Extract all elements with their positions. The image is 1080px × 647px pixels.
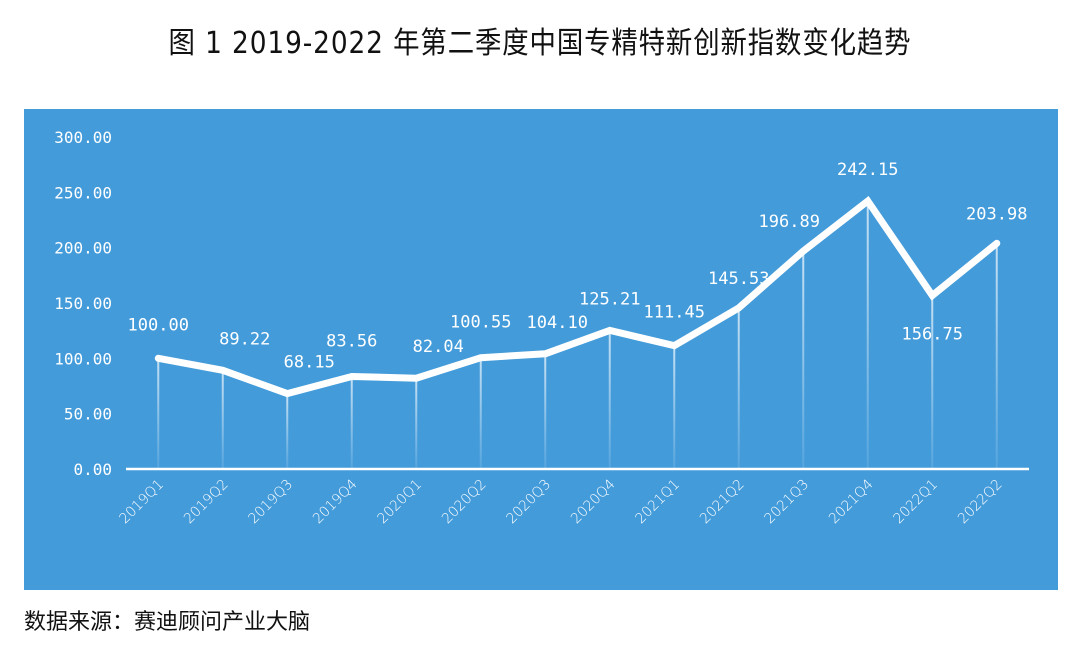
data-label: 196.89 bbox=[759, 212, 820, 232]
y-tick-label: 250.00 bbox=[54, 183, 112, 202]
x-tick-label: 2021Q4 bbox=[826, 477, 877, 528]
x-tick-label: 2019Q3 bbox=[245, 477, 296, 528]
drop-line bbox=[608, 330, 611, 469]
data-label: 242.15 bbox=[837, 160, 898, 180]
x-tick-label: 2021Q3 bbox=[761, 477, 812, 528]
x-tick-label: 2020Q1 bbox=[374, 477, 425, 528]
data-label: 145.53 bbox=[708, 269, 769, 289]
drop-line bbox=[157, 358, 160, 469]
line-chart: 0.0050.00100.00150.00200.00250.00300.00 … bbox=[54, 128, 1029, 528]
drop-line bbox=[544, 353, 547, 469]
drop-line bbox=[221, 370, 224, 469]
data-source-note: 数据来源：赛迪顾问产业大脑 bbox=[24, 610, 311, 635]
data-label: 156.75 bbox=[902, 325, 963, 345]
y-tick-label: 300.00 bbox=[54, 128, 112, 147]
y-tick-label: 0.00 bbox=[73, 460, 112, 479]
drop-line bbox=[866, 201, 869, 469]
drop-lines bbox=[157, 201, 998, 469]
drop-line bbox=[415, 378, 418, 469]
y-tick-label: 50.00 bbox=[64, 405, 112, 424]
drop-line bbox=[737, 307, 740, 469]
x-tick-label: 2019Q2 bbox=[181, 477, 232, 528]
data-label: 111.45 bbox=[644, 303, 705, 323]
x-tick-label: 2022Q1 bbox=[890, 477, 941, 528]
x-tick-label: 2020Q4 bbox=[568, 477, 619, 528]
x-axis: 2019Q1 2019Q2 2019Q3 2019Q4 2020Q1 2020Q2 2020… bbox=[116, 477, 1005, 528]
x-tick-label: 2021Q1 bbox=[632, 477, 683, 528]
chart-panel: 0.00 50.00 100.00 150.00 200.00 250.00 300.00 … bbox=[24, 109, 1058, 590]
drop-line bbox=[350, 376, 353, 469]
x-tick-label: 2019Q1 bbox=[116, 477, 167, 528]
x-tick-label: 2022Q2 bbox=[955, 477, 1006, 528]
data-label: 68.15 bbox=[284, 353, 335, 373]
drop-line bbox=[286, 393, 289, 469]
data-label: 89.22 bbox=[219, 329, 270, 349]
drop-line bbox=[673, 345, 676, 469]
data-label: 83.56 bbox=[326, 332, 377, 352]
drop-line bbox=[995, 243, 998, 469]
data-label: 100.55 bbox=[450, 313, 511, 333]
x-tick-label: 2021Q2 bbox=[697, 477, 748, 528]
drop-line bbox=[479, 357, 482, 469]
data-label: 100.00 bbox=[128, 315, 189, 335]
y-axis: 0.00 50.00 100.00 150.00 200.00 250.00 300.00 bbox=[54, 128, 112, 479]
chart-title: 图 1 2019-2022 年第二季度中国专精特新创新指数变化趋势 bbox=[168, 26, 912, 61]
drop-line bbox=[802, 251, 805, 469]
data-label: 125.21 bbox=[579, 289, 640, 309]
x-tick-label: 2020Q2 bbox=[439, 477, 490, 528]
y-tick-label: 200.00 bbox=[54, 239, 112, 258]
data-label: 203.98 bbox=[966, 204, 1027, 224]
drop-line bbox=[931, 295, 934, 469]
x-tick-label: 2019Q4 bbox=[310, 477, 361, 528]
y-tick-label: 100.00 bbox=[54, 349, 112, 368]
series-line bbox=[154, 195, 1001, 398]
data-label: 104.10 bbox=[527, 313, 588, 333]
data-label: 82.04 bbox=[413, 337, 464, 357]
y-tick-label: 150.00 bbox=[54, 294, 112, 313]
x-tick-label: 2020Q3 bbox=[503, 477, 554, 528]
